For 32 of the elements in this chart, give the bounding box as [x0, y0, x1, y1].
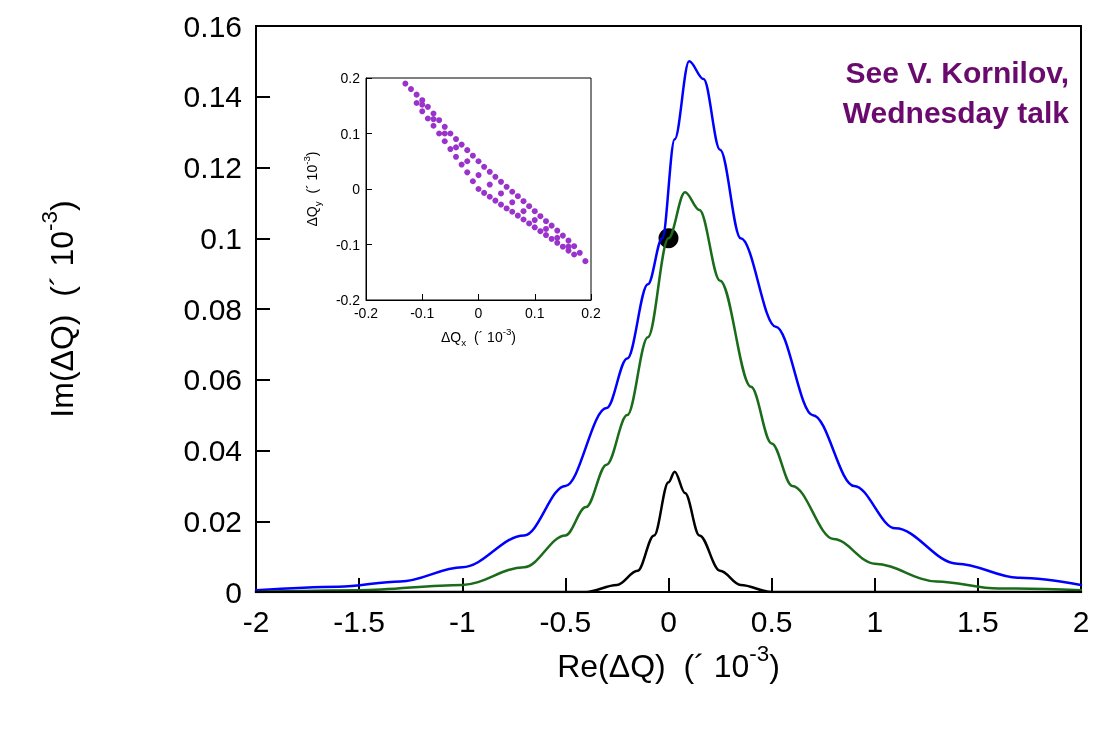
y-tick-label: 0.14 [183, 80, 242, 114]
x-tick-label: 0 [660, 604, 677, 638]
x-tick-label: -0.5 [539, 604, 592, 638]
x-tick-label: -1 [448, 604, 476, 638]
x-tick-label: 0.1 [525, 305, 545, 321]
y-tick-label: 0.04 [183, 434, 242, 467]
y-tick-label: 0.06 [183, 363, 242, 397]
x-tick-label: -2 [242, 604, 270, 638]
y-axis-title: Im(ΔQ) (´ 10-3) [36, 200, 80, 418]
y-tick-label: 0.02 [183, 504, 242, 538]
x-tick-label: -0.2 [353, 305, 379, 321]
y-tick-label: 0.12 [183, 151, 242, 184]
y-tick-label: 0.1 [200, 221, 242, 255]
x-tick-label: 2 [1072, 604, 1090, 638]
y-axis-title: ΔQy (´ 10-3) [300, 151, 323, 227]
y-tick-label: 0.1 [340, 125, 361, 142]
y-tick-label: 0.16 [183, 9, 242, 43]
y-tick-label: 0.2 [340, 70, 361, 86]
x-tick-label: 0 [474, 305, 483, 321]
x-tick-label: 0.2 [581, 305, 601, 321]
x-tick-label: 0.5 [750, 604, 793, 638]
annotation: See V. Kornilov, Wednesday talk [842, 55, 1070, 129]
y-tick-label: 0 [352, 181, 361, 197]
line-series [254, 60, 1083, 592]
y-tick-label: -0.1 [335, 236, 361, 253]
y-tick-label: -0.2 [335, 292, 361, 308]
x-tick-label: -0.1 [410, 305, 435, 321]
x-tick-label: 1 [866, 604, 884, 638]
x-tick-label: 1.5 [957, 604, 999, 638]
y-tick-label: 0 [225, 575, 242, 609]
y-tick-label: 0.08 [183, 292, 242, 326]
x-tick-label: -1.5 [333, 604, 385, 638]
